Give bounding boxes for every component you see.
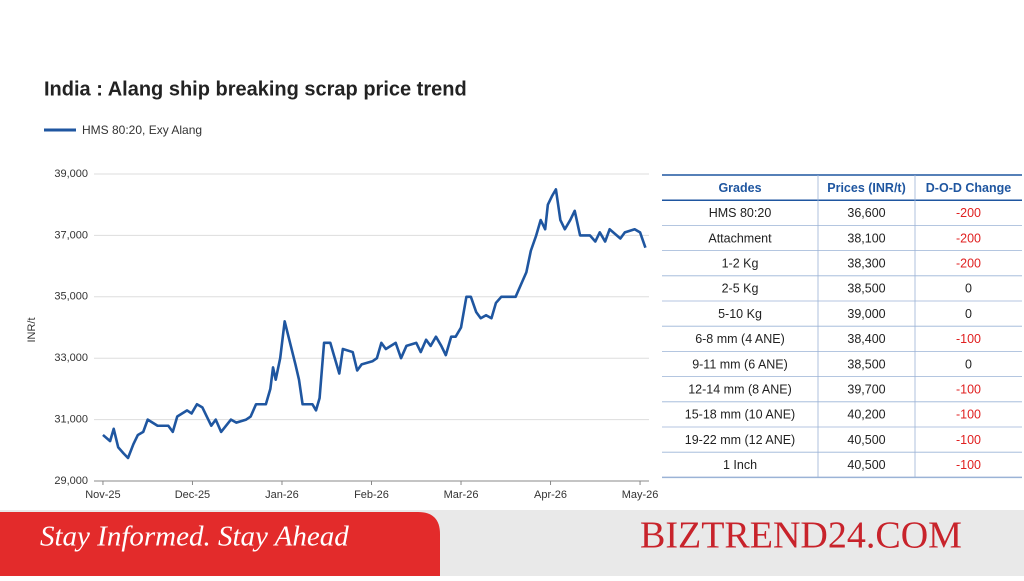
x-tick-label: Mar-26	[444, 489, 479, 501]
table-cell: 5-10 Kg	[718, 307, 762, 321]
table-cell: 9-11 mm (6 ANE)	[692, 357, 788, 371]
table-cell: -100	[956, 408, 981, 422]
table-cell: 38,100	[847, 231, 885, 245]
table-cell: 40,500	[847, 458, 885, 472]
tagline-bg	[0, 512, 440, 576]
table-cell: 40,200	[847, 408, 885, 422]
table-cell: 38,300	[847, 256, 885, 270]
table-cell: 38,500	[847, 357, 885, 371]
table-header: Prices (INR/t)	[827, 181, 906, 195]
table-cell: 0	[965, 307, 972, 321]
table-cell: 1-2 Kg	[722, 256, 759, 270]
y-axis-label: INR/t	[26, 317, 38, 342]
table-header: Grades	[718, 181, 761, 195]
tagline: Stay Informed. Stay Ahead	[40, 521, 349, 553]
table-cell: 39,700	[847, 382, 885, 396]
y-tick-label: 35,000	[54, 291, 88, 303]
table-cell: 36,600	[847, 206, 885, 220]
table-cell: 38,500	[847, 282, 885, 296]
table-cell: 19-22 mm (12 ANE)	[685, 433, 795, 447]
x-tick-label: Apr-26	[534, 489, 567, 501]
chart-title: India : Alang ship breaking scrap price …	[44, 78, 467, 100]
legend-label: HMS 80:20, Exy Alang	[82, 123, 202, 137]
table-cell: 0	[965, 357, 972, 371]
y-tick-label: 37,000	[54, 229, 88, 241]
y-tick-label: 39,000	[54, 168, 88, 180]
table-cell: 1 Inch	[723, 458, 757, 472]
table-cell: 2-5 Kg	[722, 282, 759, 296]
table-cell: 38,400	[847, 332, 885, 346]
table-cell: 15-18 mm (10 ANE)	[685, 408, 795, 422]
x-tick-label: Nov-25	[85, 489, 120, 501]
table-cell: -200	[956, 231, 981, 245]
y-tick-label: 29,000	[54, 475, 88, 487]
table-cell: 39,000	[847, 307, 885, 321]
table-cell: -100	[956, 458, 981, 472]
x-tick-label: May-26	[622, 489, 659, 501]
x-tick-label: Dec-25	[175, 489, 210, 501]
table-cell: 12-14 mm (8 ANE)	[688, 382, 792, 396]
price-line	[102, 188, 647, 460]
table-cell: -200	[956, 206, 981, 220]
table-cell: -100	[956, 433, 981, 447]
table-cell: 0	[965, 282, 972, 296]
y-tick-label: 33,000	[54, 352, 88, 364]
table-cell: HMS 80:20	[709, 206, 772, 220]
table-cell: -100	[956, 332, 981, 346]
price-table: Grades Prices (INR/t) D-O-D Change HMS 80:2…	[662, 174, 1022, 479]
table-cell: -200	[956, 256, 981, 270]
x-tick-label: Feb-26	[354, 489, 389, 501]
table-cell: 40,500	[847, 433, 885, 447]
table-cell: Attachment	[708, 231, 772, 245]
table-cell: -100	[956, 382, 981, 396]
x-tick-label: Jan-26	[265, 489, 299, 501]
table-header: D-O-D Change	[926, 181, 1011, 195]
table-cell: 6-8 mm (4 ANE)	[695, 332, 785, 346]
brand: BIZTREND24.COM	[640, 515, 962, 557]
y-tick-label: 31,000	[54, 414, 88, 426]
